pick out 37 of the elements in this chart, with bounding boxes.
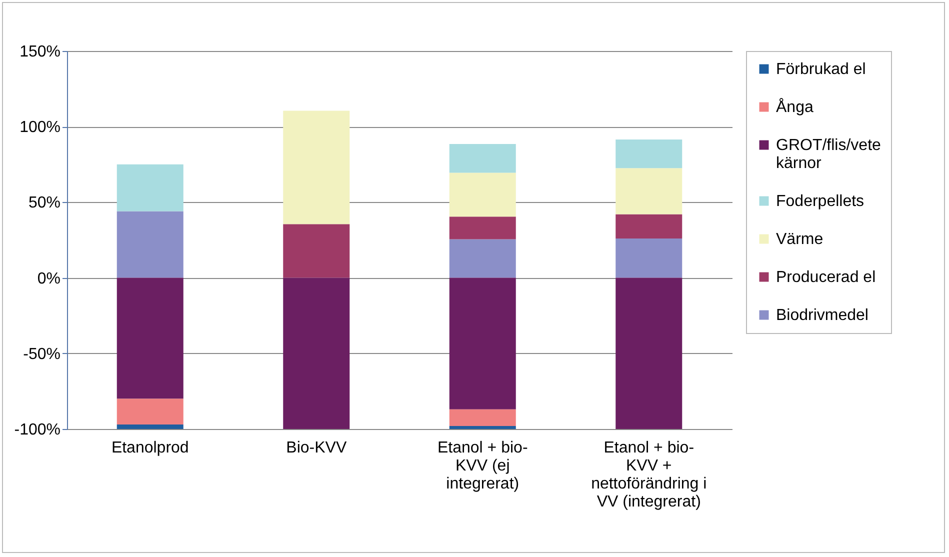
bar (283, 278, 350, 429)
bar (116, 398, 184, 424)
legend-label: Ånga (776, 98, 814, 116)
legend-label: Värme (776, 231, 824, 248)
bar (449, 278, 516, 410)
bar (449, 144, 516, 173)
bar (616, 278, 682, 429)
y-tick-label: -50% (23, 346, 60, 363)
bar (616, 214, 682, 238)
x-tick-label: Etanolprod (111, 440, 189, 456)
bar (449, 409, 516, 426)
y-tick-label: 0% (37, 270, 60, 288)
legend-label: GROT/flis/vete kärnor (776, 137, 882, 172)
y-tick-label: 100% (20, 119, 60, 136)
bar (616, 238, 682, 278)
x-tick-label: Bio-KVV (286, 440, 347, 456)
bar (616, 139, 682, 168)
legend-label: Biodrivmedel (776, 307, 868, 324)
y-tick-label: -100% (14, 422, 60, 438)
bar (283, 224, 350, 278)
legend-label: Förbrukad el (776, 61, 866, 78)
bar (449, 172, 516, 217)
bar (449, 216, 516, 240)
legend-label: Foderpellets (776, 193, 864, 210)
legend-label: Producerad el (776, 269, 876, 286)
y-tick-label: 50% (28, 194, 60, 212)
bar (616, 168, 682, 214)
bar (116, 211, 184, 278)
y-tick-label: 150% (20, 44, 60, 60)
bar (449, 239, 516, 278)
bar (283, 110, 350, 224)
x-tick-label: Etanol + bio-KVV (ej integrerat) (437, 440, 528, 492)
bar (116, 424, 184, 429)
bar (449, 426, 516, 429)
bar (116, 164, 184, 212)
x-tick-label: Etanol + bio-KVV + nettoförändring i VV (integrerat) (591, 440, 707, 510)
bar (116, 278, 184, 399)
